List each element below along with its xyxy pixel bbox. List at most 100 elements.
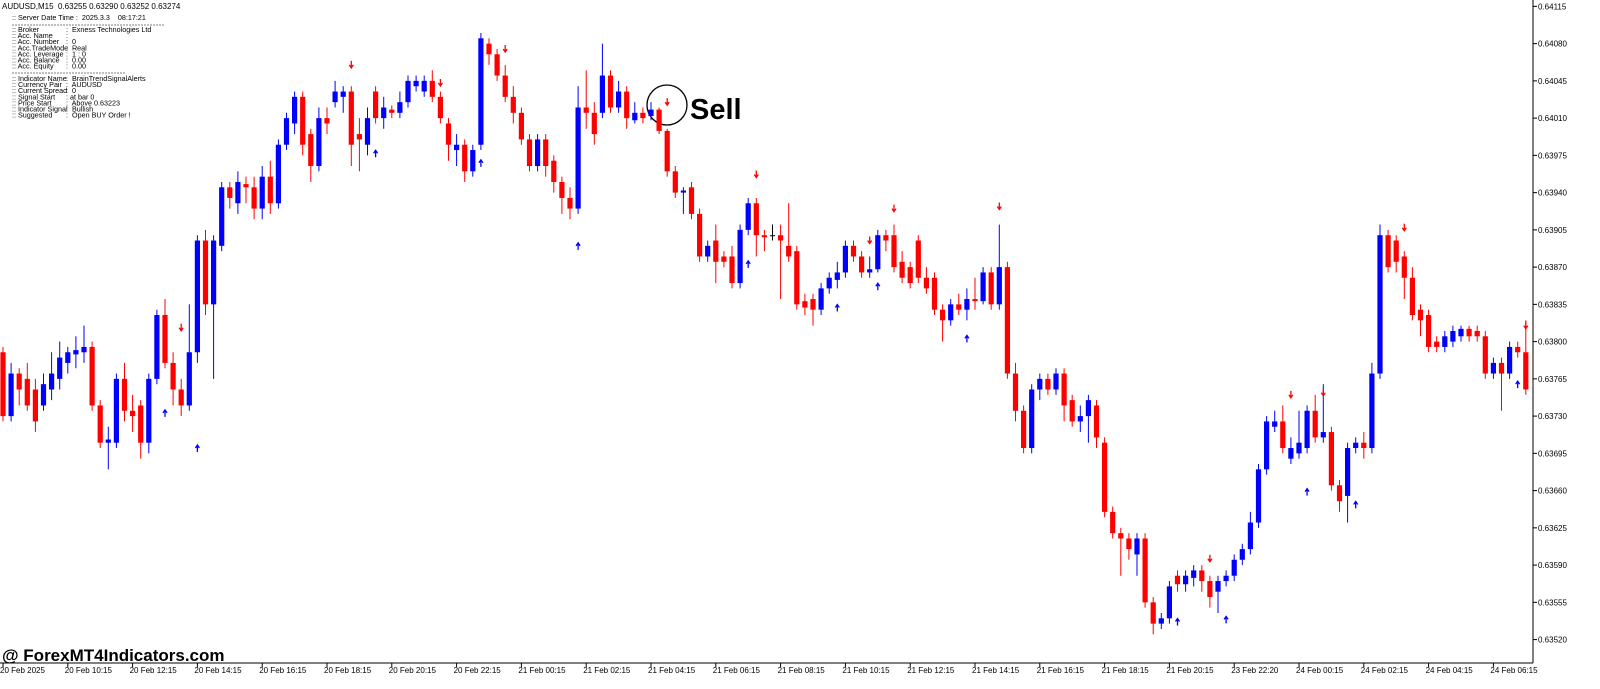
candle-body — [1077, 416, 1083, 422]
candle-body — [1004, 267, 1010, 374]
candle-body — [931, 277, 938, 310]
candle-body — [316, 118, 322, 167]
candle-body — [850, 245, 857, 257]
x-tick-label: 23 Feb 22:20 — [1231, 666, 1279, 675]
candle-body — [1442, 336, 1448, 347]
candle-body — [429, 80, 435, 97]
candle-body — [551, 160, 557, 182]
candle-body — [729, 256, 735, 284]
candle-body — [381, 107, 387, 119]
candle-body — [324, 118, 330, 124]
candle-body — [680, 190, 686, 193]
x-tick-label: 21 Feb 02:15 — [583, 666, 631, 675]
y-tick-label: 0.63555 — [1538, 598, 1567, 607]
candle-body — [105, 439, 111, 443]
candle-body — [1401, 256, 1407, 278]
candle-body — [899, 261, 905, 278]
candle-body — [1353, 442, 1359, 449]
candle-body — [275, 144, 281, 204]
candle-body — [243, 184, 249, 188]
candle-body — [705, 245, 711, 257]
candle-body — [1029, 389, 1035, 449]
candle-body — [1231, 559, 1237, 576]
candle-body — [283, 118, 290, 145]
candle-body — [1061, 373, 1067, 406]
candle-body — [219, 187, 225, 246]
candle-body — [721, 256, 727, 262]
info-value: : at bar 0 — [66, 92, 94, 101]
candle-body — [1458, 328, 1464, 337]
candle-body — [1045, 378, 1051, 390]
x-tick-label: 20 Feb 2025 — [0, 666, 45, 675]
x-tick-label: 21 Feb 10:15 — [842, 666, 890, 675]
candle-body — [24, 378, 30, 406]
candle-body — [737, 229, 743, 284]
info-label: :: Broker — [12, 25, 40, 34]
signal-arrow — [875, 282, 881, 291]
candle-body — [1255, 469, 1262, 523]
info-label: :: Acc. Leverage — [12, 49, 64, 58]
candle-body — [89, 346, 95, 406]
marks — [0, 32, 1529, 635]
candle-body — [826, 277, 832, 289]
candle-body — [1417, 309, 1424, 321]
signal-arrow — [1207, 554, 1213, 563]
candle-body — [761, 235, 767, 238]
candle-body — [543, 139, 549, 167]
info-value: : Above 0.63223 — [66, 98, 120, 107]
x-tick-label: 20 Feb 16:15 — [259, 666, 307, 675]
candle-body — [1393, 240, 1399, 262]
candle-body — [478, 38, 484, 145]
candle-body — [1426, 315, 1432, 347]
signal-arrow — [1288, 390, 1294, 399]
candle-body — [348, 91, 354, 145]
info-label: :: Signal Start — [12, 92, 55, 101]
signal-arrow — [178, 323, 184, 332]
candle-body — [1247, 522, 1253, 550]
signal-circle — [646, 84, 688, 126]
candle-body — [373, 91, 379, 119]
candle-body — [421, 80, 427, 92]
candle-body — [1191, 570, 1197, 578]
candle-body — [745, 203, 751, 230]
x-tick-label: 21 Feb 16:15 — [1037, 666, 1085, 675]
candle-body — [907, 267, 913, 284]
signal-arrow — [348, 60, 354, 70]
x-tick-label: 21 Feb 00:15 — [518, 666, 566, 675]
info-value: : Exness Technologies Ltd — [66, 25, 151, 34]
candle-body — [397, 102, 403, 113]
candle-body — [235, 181, 241, 204]
candle-body — [121, 378, 128, 411]
candle-body — [73, 350, 79, 355]
candle-body — [607, 75, 614, 108]
info-label: :: Acc. Equity — [12, 62, 54, 71]
annotation: Sell — [690, 94, 742, 126]
candle-body — [713, 240, 719, 262]
candle-body — [972, 299, 978, 302]
y-tick-label: 0.63975 — [1538, 151, 1567, 160]
y-tick-label: 0.63800 — [1538, 338, 1567, 347]
candle-body — [632, 112, 638, 121]
candle-body — [130, 410, 136, 417]
info-label: :: Suggested — [12, 111, 52, 120]
candle-body — [332, 91, 338, 103]
candle-body — [640, 112, 646, 119]
candle-body — [1110, 511, 1116, 534]
candle-body — [437, 96, 443, 119]
info-value: : Real — [66, 43, 87, 52]
candle-body — [170, 362, 176, 390]
candle-body — [956, 304, 962, 310]
candle-body — [1336, 485, 1343, 502]
candle-body — [1215, 581, 1221, 592]
candle-body — [1142, 538, 1148, 603]
candle-body — [1126, 538, 1132, 550]
candle-body — [1272, 421, 1278, 427]
x-tick-label: 24 Feb 06:15 — [1490, 666, 1538, 675]
candle-body — [1328, 432, 1334, 486]
candle-body — [575, 107, 581, 209]
candle-body — [1118, 533, 1124, 539]
candle-body — [875, 235, 881, 270]
signal-arrow — [575, 241, 581, 250]
